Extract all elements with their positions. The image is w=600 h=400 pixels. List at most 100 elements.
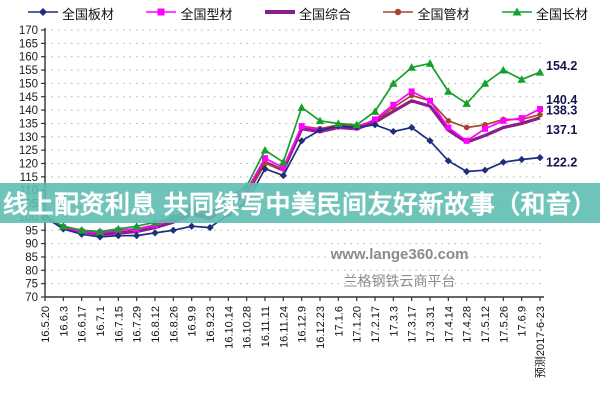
- legend-label: 全国综合: [298, 6, 351, 22]
- data-point-marker: [536, 154, 544, 162]
- data-point-marker: [482, 125, 488, 132]
- data-point-marker: [537, 111, 543, 118]
- data-point-marker: [96, 233, 104, 241]
- y-tick-label: 125: [19, 145, 38, 157]
- plate-series-marker-icon: [28, 4, 58, 22]
- data-point-marker: [206, 223, 214, 232]
- x-tick-label: 16.7.15: [113, 306, 125, 343]
- legend-item-plate: 全国板材: [28, 4, 114, 23]
- y-tick-label: 75: [25, 279, 38, 291]
- data-point-marker: [480, 79, 490, 87]
- data-point-marker: [499, 65, 508, 74]
- data-point-marker: [352, 120, 361, 129]
- legend-item-pipe: 全国管材: [383, 4, 469, 23]
- data-point-marker: [114, 231, 122, 240]
- composite-series-marker-icon: [264, 4, 295, 22]
- legend-item-long: 全国长材: [501, 4, 588, 23]
- x-tick-label: 16.8.26: [168, 306, 180, 343]
- y-tick-label: 115: [20, 172, 38, 184]
- y-tick-label: 145: [19, 92, 38, 104]
- x-tick-label: 17.4.28: [462, 306, 474, 343]
- data-point-marker: [59, 222, 68, 230]
- data-point-marker: [132, 222, 141, 230]
- data-point-marker: [518, 155, 526, 164]
- x-tick-label: 16.11.24: [278, 306, 290, 348]
- headline-overlay-band: 线上配资利息 共同续写中美民间友好新故事（和音）: [0, 183, 600, 223]
- y-tick-label: 150: [19, 78, 38, 90]
- data-point-marker: [462, 99, 471, 107]
- legend-label: 全国管材: [417, 6, 470, 22]
- section-series-marker-icon: [146, 4, 177, 22]
- data-point-marker: [481, 166, 489, 174]
- data-point-marker: [316, 126, 324, 134]
- x-tick-label: 16.10.14: [223, 306, 235, 349]
- x-tick-label: 16.9.23: [205, 306, 217, 343]
- x-tick-label: 16.6.3: [58, 306, 70, 337]
- x-tick-label: 预测2017-6-23: [534, 306, 547, 378]
- y-tick-label: 70: [25, 292, 38, 304]
- data-point-marker: [279, 171, 287, 180]
- data-point-marker: [298, 137, 306, 145]
- legend-item-section: 全国型材: [146, 4, 233, 23]
- x-tick-label: 16.9.9: [187, 306, 199, 337]
- data-point-marker: [463, 167, 471, 176]
- watermark: www.lange360.com 兰格钢铁云商平台: [297, 242, 502, 294]
- data-point-marker: [426, 137, 434, 145]
- data-point-marker: [260, 145, 270, 154]
- x-tick-label: 16.6.17: [77, 306, 89, 343]
- x-tick-label: 17.3.31: [425, 306, 437, 343]
- data-point-marker: [518, 115, 525, 122]
- x-tick-label: 17.4.14: [443, 306, 455, 343]
- data-point-marker: [334, 119, 343, 127]
- data-point-marker: [517, 75, 526, 83]
- data-point-marker: [535, 67, 545, 76]
- y-tick-label: 165: [19, 38, 38, 50]
- y-tick-label: 130: [19, 132, 38, 144]
- data-point-marker: [169, 226, 177, 234]
- long-series-marker-icon: [501, 4, 532, 22]
- x-tick-label: 17.3.3: [388, 306, 400, 337]
- x-tick-label: 17.6.9: [517, 306, 529, 337]
- data-point-marker: [390, 101, 397, 108]
- legend-label: 全国板材: [62, 6, 115, 22]
- x-tick-label: 17.3.17: [407, 306, 419, 343]
- data-point-marker: [408, 88, 415, 95]
- data-point-marker: [463, 124, 470, 131]
- data-point-marker: [407, 63, 416, 71]
- x-tick-label: 17.1.6: [333, 306, 345, 337]
- y-tick-label: 135: [19, 118, 38, 130]
- data-point-marker: [371, 121, 379, 129]
- x-tick-label: 17.5.26: [498, 306, 510, 343]
- y-tick-label: 80: [25, 265, 38, 277]
- data-point-marker: [133, 231, 141, 240]
- series-line-0: [44, 123, 541, 238]
- y-tick-label: 95: [25, 225, 38, 237]
- series-end-label: 138.3: [546, 104, 577, 118]
- series-end-label: 140.4: [546, 93, 577, 107]
- data-point-marker: [444, 157, 452, 165]
- y-tick-label: 140: [19, 105, 38, 117]
- y-tick-label: 155: [19, 65, 38, 77]
- data-point-marker: [389, 79, 398, 87]
- series-end-label: 137.1: [546, 123, 577, 137]
- legend-item-composite: 全国综合: [264, 4, 351, 23]
- x-tick-label: 16.5.20: [40, 306, 52, 343]
- y-tick-label: 85: [25, 252, 38, 264]
- data-point-marker: [262, 155, 268, 162]
- data-point-marker: [261, 165, 269, 173]
- y-tick-label: 170: [19, 25, 38, 37]
- x-tick-label: 17.5.12: [480, 306, 492, 343]
- series-line-4: [44, 62, 541, 233]
- data-point-marker: [444, 87, 453, 95]
- series-end-label: 122.2: [546, 156, 577, 170]
- x-tick-label: 16.8.12: [150, 306, 162, 343]
- data-point-marker: [279, 157, 288, 166]
- legend-label: 全国型材: [180, 6, 233, 22]
- series-line-1: [44, 90, 541, 234]
- y-tick-label: 120: [19, 159, 38, 171]
- data-point-marker: [408, 123, 416, 132]
- data-point-marker: [370, 107, 380, 115]
- y-tick-label: 160: [19, 52, 38, 64]
- x-tick-label: 16.12.23: [315, 306, 327, 349]
